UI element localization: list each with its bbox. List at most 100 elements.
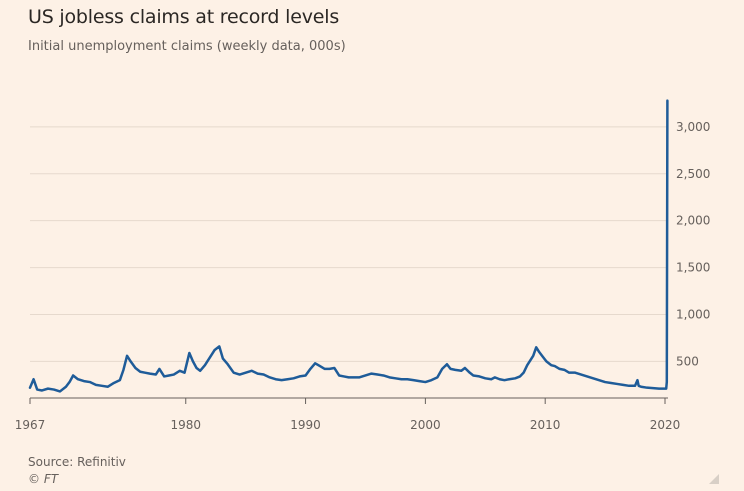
data-point — [400, 378, 403, 380]
data-point — [227, 363, 229, 365]
data-point — [29, 387, 31, 389]
y-tick-label: 2,000 — [676, 214, 710, 228]
chart-title: US jobless claims at record levels — [28, 6, 340, 28]
data-point — [269, 376, 271, 378]
data-point — [666, 99, 669, 102]
data-point — [508, 378, 510, 380]
chart-subtitle: Initial unemployment claims (weekly data… — [28, 39, 346, 54]
x-tick-label: 2000 — [410, 418, 441, 432]
data-point — [192, 360, 194, 363]
data-point — [77, 378, 79, 380]
data-point — [519, 375, 521, 378]
data-point — [412, 379, 414, 381]
data-point — [592, 377, 594, 379]
data-point — [32, 378, 35, 380]
tick-labels: 500 1,000 1,500 2,000 2,500 3,000 1967 1980 1990… — [15, 120, 711, 432]
data-point — [663, 388, 665, 390]
data-point — [173, 373, 175, 376]
data-point — [59, 390, 61, 393]
data-point — [652, 387, 654, 389]
data-point — [263, 373, 265, 376]
data-point — [158, 368, 160, 370]
data-point — [199, 370, 201, 372]
data-point — [418, 380, 420, 382]
data-point — [636, 379, 639, 381]
data-point — [209, 357, 211, 359]
data-point — [139, 371, 141, 373]
data-point — [460, 370, 462, 372]
series-line — [28, 99, 669, 393]
x-tick-label: 2020 — [650, 418, 681, 432]
data-point — [406, 378, 409, 380]
data-point — [554, 365, 556, 367]
data-point — [388, 376, 391, 378]
data-point — [352, 376, 355, 378]
data-point — [179, 370, 181, 372]
data-point — [95, 384, 97, 386]
data-point — [436, 376, 438, 378]
data-point — [604, 381, 606, 383]
data-point — [324, 368, 326, 370]
data-point — [598, 379, 600, 381]
data-point — [314, 362, 316, 364]
data-point — [484, 377, 486, 379]
data-point — [478, 375, 480, 378]
data-point — [47, 388, 49, 390]
resize-handle-icon[interactable] — [708, 473, 720, 485]
data-point — [168, 374, 170, 377]
data-point — [328, 368, 331, 370]
data-point — [499, 378, 501, 380]
axes — [29, 397, 668, 404]
data-point — [218, 345, 220, 347]
y-tick-label: 3,000 — [676, 120, 710, 134]
data-point — [514, 377, 516, 379]
data-point — [155, 373, 157, 376]
data-point — [144, 372, 146, 374]
data-point — [134, 367, 137, 369]
data-point — [424, 381, 426, 383]
data-point — [530, 358, 532, 361]
data-point — [275, 378, 277, 380]
data-point — [68, 381, 71, 383]
y-tick-label: 1,500 — [676, 261, 710, 275]
data-point — [304, 374, 307, 377]
data-point — [251, 370, 253, 372]
data-point — [454, 369, 456, 371]
data-point — [163, 375, 165, 378]
x-tick-label: 1990 — [290, 418, 321, 432]
data-point — [558, 368, 561, 370]
data-point — [72, 374, 74, 377]
data-point — [348, 376, 350, 378]
data-point — [666, 381, 668, 383]
data-point — [574, 372, 576, 374]
data-point — [568, 372, 570, 374]
data-point — [469, 372, 471, 374]
data-point — [563, 369, 565, 371]
data-point — [638, 385, 640, 387]
data-point — [538, 351, 540, 353]
y-tick-label: 2,500 — [676, 167, 710, 181]
data-point — [545, 360, 547, 363]
data-point — [245, 372, 247, 374]
data-point — [149, 373, 151, 375]
data-point — [610, 382, 612, 384]
data-point — [550, 364, 552, 366]
data-point — [113, 382, 115, 384]
data-point — [382, 374, 385, 377]
data-point — [188, 352, 190, 354]
data-point — [535, 346, 537, 348]
data-point — [464, 367, 466, 369]
data-point — [646, 387, 648, 389]
data-point — [364, 374, 367, 377]
data-point — [107, 386, 109, 388]
data-point — [338, 374, 340, 377]
data-point — [526, 364, 528, 366]
data-point — [204, 364, 206, 366]
data-point — [634, 385, 636, 387]
data-point — [319, 365, 321, 367]
data-point — [233, 372, 235, 374]
data-point — [343, 375, 345, 378]
data-point — [101, 385, 103, 387]
chart-credit: © FT — [28, 472, 59, 486]
data-point — [257, 373, 259, 375]
